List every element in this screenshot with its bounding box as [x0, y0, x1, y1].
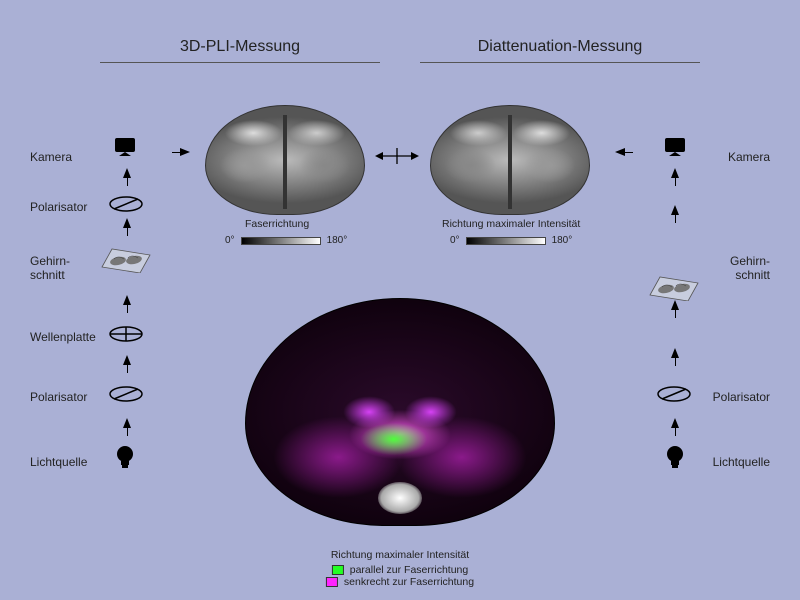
legend-title: Richtung maximaler Intensität	[326, 549, 474, 561]
legend-perpendicular: senkrecht zur Faserrichtung	[344, 576, 474, 588]
label-source-left: Lichtquelle	[30, 455, 87, 469]
camera-icon-right	[662, 138, 688, 160]
swatch-parallel	[332, 565, 344, 575]
gradient-bar	[466, 237, 546, 245]
arrow-up-icon	[671, 348, 679, 358]
light-source-icon-left	[114, 445, 136, 471]
title-left: 3D-PLI-Messung	[100, 38, 380, 56]
underline-right	[420, 62, 700, 63]
arrow-left-icon	[615, 148, 625, 156]
swatch-perpendicular	[326, 577, 338, 587]
label-pol2-left: Polarisator	[30, 390, 87, 404]
camera-icon-left	[112, 138, 138, 160]
label-tissue-left: Gehirn- schnitt	[30, 254, 70, 282]
angle-min: 0°	[450, 235, 460, 246]
label-kamera-left: Kamera	[30, 150, 72, 164]
arrow-right-icon	[180, 148, 190, 156]
legend-bottom: Richtung maximaler Intensität parallel z…	[326, 549, 474, 588]
tissue-slab-icon-right	[644, 273, 704, 301]
arrow-up-icon	[671, 300, 679, 310]
angle-max: 180°	[327, 235, 348, 246]
brain-color	[245, 298, 555, 526]
label-pol1-left: Polarisator	[30, 200, 87, 214]
polarizer-icon-left2	[108, 385, 144, 403]
caption-fiberdir: Faserrichtung	[245, 218, 309, 230]
arrow-up-icon	[123, 168, 131, 178]
brain-gray-right	[430, 105, 590, 215]
label-kamera-right: Kamera	[728, 150, 770, 164]
angle-max: 180°	[552, 235, 573, 246]
legend-parallel: parallel zur Faserrichtung	[350, 564, 468, 576]
underline-left	[100, 62, 380, 63]
polarizer-icon-left1	[108, 195, 144, 213]
angle-scale-right: 0° 180°	[450, 235, 572, 246]
arrow-up-icon	[671, 168, 679, 178]
arrow-up-icon	[671, 418, 679, 428]
label-pol2-right: Polarisator	[713, 390, 770, 404]
arrow-up-icon	[123, 295, 131, 305]
arrow-up-icon	[671, 205, 679, 215]
double-arrow-icon	[375, 148, 419, 169]
brain-gray-left	[205, 105, 365, 215]
title-right: Diattenuation-Messung	[420, 38, 700, 56]
tissue-slab-icon-left	[96, 245, 156, 273]
polarizer-icon-right	[656, 385, 692, 403]
light-source-icon-right	[664, 445, 686, 471]
caption-maxintdir: Richtung maximaler Intensität	[442, 218, 580, 230]
label-tissue-right: Gehirn- schnitt	[730, 254, 770, 282]
angle-scale-left: 0° 180°	[225, 235, 347, 246]
label-waveplate-left: Wellenplatte	[30, 330, 96, 344]
label-source-right: Lichtquelle	[713, 455, 770, 469]
arrow-up-icon	[123, 418, 131, 428]
arrow-up-icon	[123, 355, 131, 365]
arrow-up-icon	[123, 218, 131, 228]
angle-min: 0°	[225, 235, 235, 246]
waveplate-icon-left	[108, 325, 144, 343]
gradient-bar	[241, 237, 321, 245]
